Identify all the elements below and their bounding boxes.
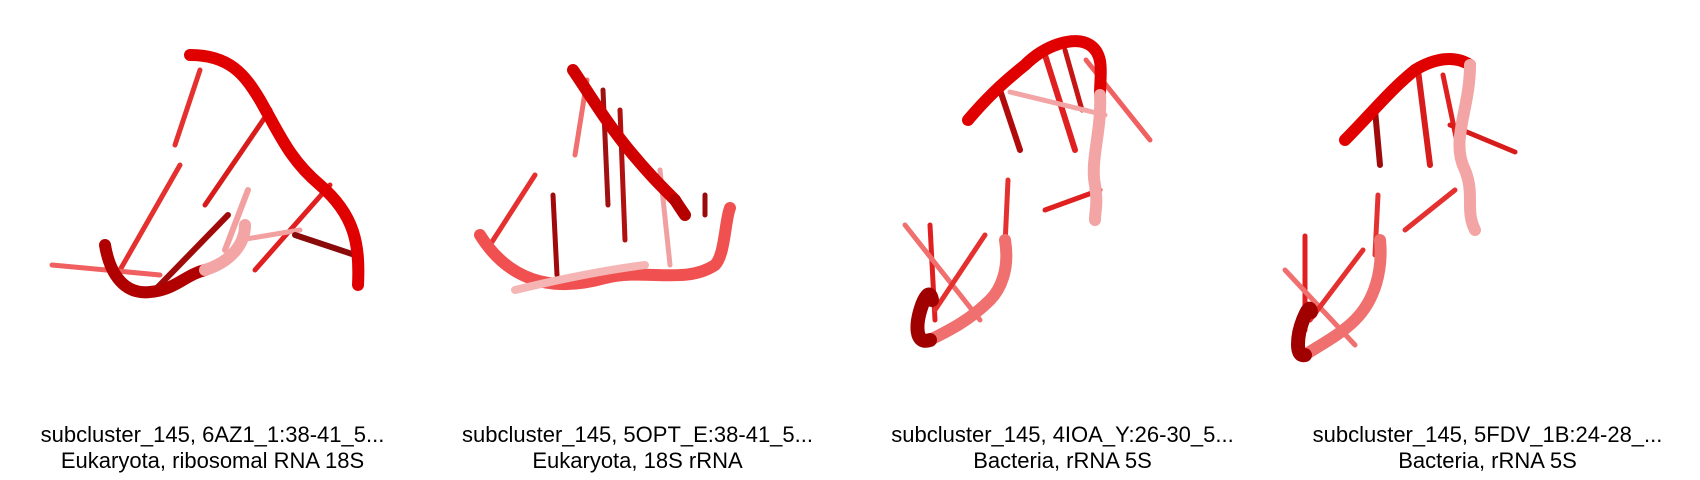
base-stick (487, 172, 538, 248)
backbone-tube (669, 194, 691, 221)
structure-panel-3[interactable]: subcluster_145, 4IOA_Y:26-30_5... Bacter… (850, 0, 1275, 480)
rna-structure-image (1282, 53, 1518, 363)
panel-id-caption: subcluster_145, 5FDV_1B:24-28_... (1312, 422, 1663, 447)
base-stick (172, 67, 203, 148)
base-stick (550, 192, 560, 278)
base-stick (222, 187, 251, 253)
base-stick (1307, 247, 1366, 323)
backbone-tube (474, 202, 736, 291)
backbone-tube (910, 287, 939, 348)
rna-structure-image (902, 35, 1153, 348)
backbone-tube (199, 219, 251, 276)
panel-id-caption: subcluster_145, 6AZ1_1:38-41_5... (40, 422, 385, 447)
backbone-tube (511, 261, 649, 294)
backbone-tube (924, 234, 1013, 346)
base-stick (932, 232, 988, 313)
panel-organism-caption: Bacteria, rRNA 5S (973, 448, 1152, 473)
structure-panel-4[interactable]: subcluster_145, 5FDV_1B:24-28_... Bacter… (1275, 0, 1700, 480)
backbone-tube (1087, 89, 1107, 226)
backbone-tube (567, 64, 681, 206)
base-stick (252, 182, 333, 273)
base-stick (997, 87, 1023, 153)
backbone-tube (1291, 301, 1318, 363)
base-stick (292, 232, 358, 258)
base-stick (1007, 89, 1108, 118)
base-stick (49, 262, 163, 278)
backbone-tube (1299, 234, 1387, 361)
panel-organism-caption: Eukaryota, 18S rRNA (532, 448, 743, 473)
backbone-tube (99, 239, 211, 299)
panel-organism-caption: Eukaryota, ribosomal RNA 18S (60, 448, 365, 473)
base-stick (1415, 67, 1433, 168)
base-stick (202, 107, 273, 208)
panel-id-caption: subcluster_145, 4IOA_Y:26-30_5... (891, 422, 1234, 447)
backbone-tube (1339, 53, 1476, 146)
panel-organism-caption: Bacteria, rRNA 5S (1398, 448, 1577, 473)
structure-panel-2[interactable]: subcluster_145, 5OPT_E:38-41_5... Eukary… (425, 0, 850, 480)
backbone-tube (184, 49, 365, 291)
base-stick (117, 162, 183, 273)
rna-structure-image (49, 49, 365, 299)
base-stick (1402, 187, 1458, 233)
backbone-tube (1453, 59, 1481, 236)
base-stick (617, 107, 628, 243)
base-stick (1372, 107, 1383, 168)
base-stick (237, 227, 303, 243)
structure-panel-1[interactable]: subcluster_145, 6AZ1_1:38-41_5... Eukary… (0, 0, 425, 480)
base-stick (152, 212, 231, 293)
rna-structure-image (474, 64, 736, 294)
backbone-tube (962, 35, 1107, 126)
panel-id-caption: subcluster_145, 5OPT_E:38-41_5... (462, 422, 813, 447)
base-stick (902, 222, 983, 323)
base-stick (1062, 47, 1085, 113)
